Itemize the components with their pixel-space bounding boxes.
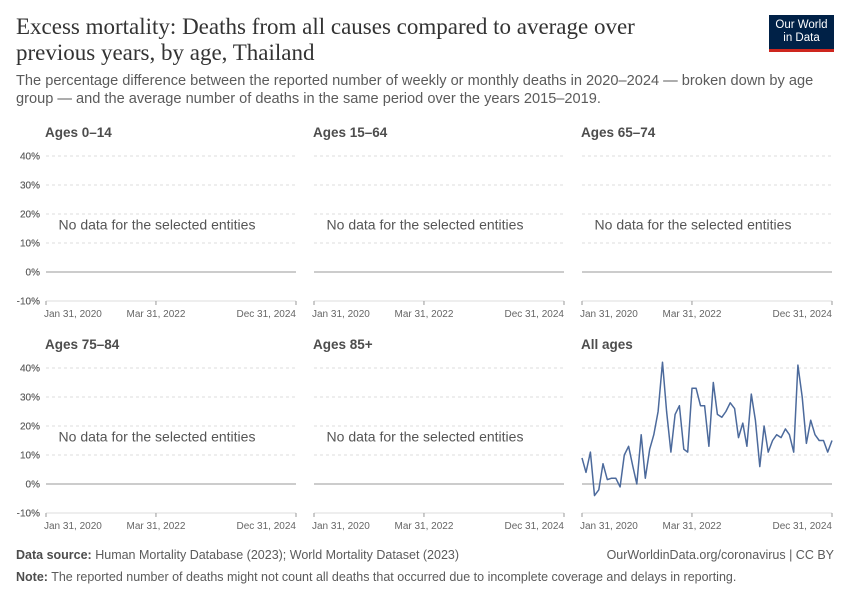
panel-title: Ages 85+	[313, 337, 373, 352]
panel-title: Ages 0–14	[45, 125, 112, 140]
y-tick-label: 20%	[20, 422, 40, 433]
footer-right: OurWorldinData.org/coronavirus | CC BY	[607, 548, 834, 562]
x-tick-label: Mar 31, 2022	[662, 521, 721, 532]
y-tick-label: -10%	[17, 297, 40, 308]
y-tick-label: 0%	[26, 480, 41, 491]
panel-ages-15-64: Ages 15–64 40% 30% 20% 10% 0% -10% Jan 31, 2020…	[17, 125, 565, 320]
logo-line-2: in Data	[783, 32, 820, 44]
y-tick-label: 30%	[20, 393, 40, 404]
panel-ages-75-84: Ages 75–84 40% 30% 20% 10% 0% -10% Jan 31, 2020…	[17, 337, 297, 532]
panel-ages-65-74: Ages 65–74 40% 30% 20% 10% 0% -10% Jan 31, 2020…	[17, 125, 833, 320]
panel-title: Ages 15–64	[313, 125, 388, 140]
x-tick-label: Dec 31, 2024	[505, 521, 565, 532]
y-tick-label: 30%	[20, 393, 40, 404]
y-tick-label: 20%	[20, 210, 40, 221]
y-tick-label: 20%	[20, 422, 40, 433]
y-tick-label: 10%	[20, 239, 40, 250]
y-tick-label: -10%	[17, 509, 40, 520]
y-tick-label: 0%	[26, 268, 41, 279]
series-line	[581, 361, 833, 497]
y-tick-label: 30%	[20, 181, 40, 192]
data-source-label: Data source:	[16, 548, 92, 562]
y-tick-label: -10%	[17, 509, 40, 520]
panel-ages-0-14: Ages 0–14 40% 30% 20% 10% 0% -10% Jan 31, 2020 M…	[17, 125, 297, 320]
y-tick-label: 30%	[20, 181, 40, 192]
data-source: Data source: Human Mortality Database (2…	[16, 548, 459, 562]
license-text: | CC BY	[785, 548, 834, 562]
panel-all-ages: All ages 40% 30% 20% 10% 0% -10% Jan 31, 2020 Ma…	[17, 337, 833, 532]
logo-line-1: Our World	[775, 19, 828, 31]
note-label: Note:	[16, 570, 48, 584]
y-tick-label: 30%	[20, 181, 40, 192]
y-tick-label: 40%	[20, 364, 40, 375]
panel-title: All ages	[581, 337, 633, 352]
x-tick-label: Jan 31, 2020	[312, 521, 370, 532]
y-tick-label: 10%	[20, 451, 40, 462]
y-tick-label: 40%	[20, 152, 40, 163]
no-data-message: No data for the selected entities	[59, 429, 256, 445]
no-data-message: No data for the selected entities	[595, 217, 792, 233]
x-tick-label: Mar 31, 2022	[126, 521, 185, 532]
no-data-message: No data for the selected entities	[59, 217, 256, 233]
x-tick-label: Dec 31, 2024	[505, 309, 565, 320]
x-tick-label: Mar 31, 2022	[394, 309, 453, 320]
y-tick-label: 20%	[20, 210, 40, 221]
y-tick-label: -10%	[17, 297, 40, 308]
note-text: The reported number of deaths might not …	[51, 570, 737, 584]
x-tick-label: Mar 31, 2022	[126, 309, 185, 320]
y-tick-label: 0%	[26, 480, 41, 491]
x-tick-label: Jan 31, 2020	[44, 521, 102, 532]
owid-logo[interactable]: Our World in Data	[769, 15, 834, 52]
y-tick-label: 0%	[26, 268, 41, 279]
y-tick-label: 0%	[26, 480, 41, 491]
panel-ages-85-: Ages 85+ 40% 30% 20% 10% 0% -10% Jan 31, 2020 Ma…	[17, 337, 565, 532]
y-tick-label: -10%	[17, 297, 40, 308]
x-tick-label: Dec 31, 2024	[773, 309, 833, 320]
chart-title: Excess mortality: Deaths from all causes…	[16, 14, 635, 65]
x-tick-label: Jan 31, 2020	[580, 521, 638, 532]
y-tick-label: 0%	[26, 268, 41, 279]
panel-title: Ages 65–74	[581, 125, 656, 140]
x-tick-label: Dec 31, 2024	[773, 521, 833, 532]
y-tick-label: 40%	[20, 364, 40, 375]
y-tick-label: 20%	[20, 422, 40, 433]
y-tick-label: 40%	[20, 364, 40, 375]
y-tick-label: 40%	[20, 152, 40, 163]
panel-title: Ages 75–84	[45, 337, 120, 352]
source-link[interactable]: OurWorldinData.org/coronavirus	[606, 548, 786, 562]
y-tick-label: 10%	[20, 451, 40, 462]
y-tick-label: 40%	[20, 152, 40, 163]
y-tick-label: 10%	[20, 239, 40, 250]
x-tick-label: Dec 31, 2024	[237, 309, 297, 320]
y-tick-label: 10%	[20, 239, 40, 250]
y-tick-label: 10%	[20, 451, 40, 462]
x-tick-label: Mar 31, 2022	[662, 309, 721, 320]
x-tick-label: Mar 31, 2022	[394, 521, 453, 532]
y-tick-label: -10%	[17, 509, 40, 520]
chart-note: Note: The reported number of deaths migh…	[16, 570, 736, 584]
y-tick-label: 20%	[20, 210, 40, 221]
x-tick-label: Dec 31, 2024	[237, 521, 297, 532]
data-source-text: Human Mortality Database (2023); World M…	[95, 548, 460, 562]
x-tick-label: Jan 31, 2020	[44, 309, 102, 320]
y-tick-label: 30%	[20, 393, 40, 404]
chart-subtitle: The percentage difference between the re…	[16, 73, 814, 107]
x-tick-label: Jan 31, 2020	[580, 309, 638, 320]
no-data-message: No data for the selected entities	[327, 217, 524, 233]
no-data-message: No data for the selected entities	[327, 429, 524, 445]
x-tick-label: Jan 31, 2020	[312, 309, 370, 320]
